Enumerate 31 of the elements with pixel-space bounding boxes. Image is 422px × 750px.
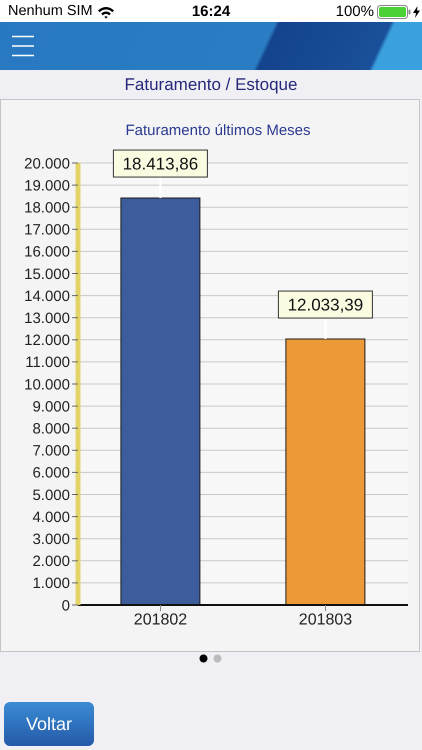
x-tick-label: 201802 bbox=[134, 611, 188, 628]
y-tick-label: 16.000 bbox=[24, 244, 70, 261]
y-tick-label: 8.000 bbox=[32, 420, 70, 438]
y-tick-label: 9.000 bbox=[32, 398, 70, 416]
data-label: 18.413,86 bbox=[122, 154, 198, 174]
text: 100% bbox=[334, 3, 374, 20]
text: Nenhum SIM bbox=[8, 3, 93, 19]
y-tick-label: 0 bbox=[62, 597, 70, 614]
text: Faturamento / Estoque bbox=[124, 75, 298, 95]
y-tick-label: 7.000 bbox=[32, 442, 70, 460]
y-tick-label: 10.000 bbox=[24, 376, 70, 394]
y-tick-label: 11.000 bbox=[25, 354, 70, 372]
y-tick-label: 12.000 bbox=[24, 332, 70, 350]
y-tick-label: 17.000 bbox=[24, 222, 70, 239]
y-tick-label: 20.000 bbox=[24, 155, 70, 172]
y-tick-label: 19.000 bbox=[24, 177, 70, 194]
data-label: 12.033,39 bbox=[288, 296, 364, 315]
y-tick-label: 13.000 bbox=[24, 310, 70, 328]
y-tick-label: 6.000 bbox=[32, 464, 70, 482]
back-button: Voltar bbox=[4, 702, 94, 746]
y-tick-label: 15.000 bbox=[24, 266, 70, 283]
y-tick-label: 5.000 bbox=[32, 486, 70, 504]
chart-title: Faturamento últimos Meses bbox=[124, 122, 312, 139]
y-tick-label: 18.000 bbox=[24, 200, 70, 217]
y-tick-label: 3.000 bbox=[32, 531, 70, 548]
x-tick-label: 201803 bbox=[298, 611, 352, 628]
y-tick-label: 4.000 bbox=[32, 508, 70, 526]
y-tick-label: 1.000 bbox=[32, 575, 70, 592]
y-tick-label: 2.000 bbox=[32, 553, 70, 570]
y-tick-label: 14.000 bbox=[24, 288, 70, 305]
text: 16:24 bbox=[190, 3, 232, 20]
